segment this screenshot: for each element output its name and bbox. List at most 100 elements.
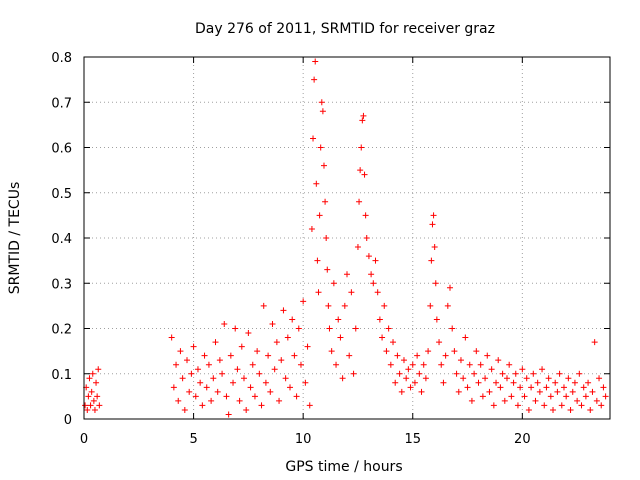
data-point: [243, 406, 250, 413]
data-point: [236, 397, 243, 404]
data-point: [379, 334, 386, 341]
data-point: [260, 302, 267, 309]
data-point: [88, 388, 95, 395]
data-point: [512, 370, 519, 377]
data-point: [556, 370, 563, 377]
data-point: [357, 167, 364, 174]
data-point: [596, 375, 603, 382]
data-point: [460, 375, 467, 382]
data-point: [175, 397, 182, 404]
data-point: [265, 352, 272, 359]
data-point: [574, 397, 581, 404]
data-point: [455, 388, 462, 395]
data-points: [82, 58, 609, 418]
data-point: [600, 384, 607, 391]
data-point: [186, 388, 193, 395]
data-point: [475, 379, 482, 386]
data-point: [251, 393, 258, 400]
data-point: [497, 384, 504, 391]
data-point: [418, 388, 425, 395]
data-point: [560, 384, 567, 391]
data-point: [95, 366, 102, 373]
data-point: [360, 112, 367, 119]
data-point: [339, 375, 346, 382]
data-point: [359, 117, 366, 124]
data-point: [330, 280, 337, 287]
data-point: [602, 393, 609, 400]
data-point: [598, 402, 605, 409]
data-point: [170, 384, 177, 391]
data-point: [319, 108, 326, 115]
data-point: [539, 366, 546, 373]
data-point: [230, 379, 237, 386]
data-point: [247, 384, 254, 391]
y-axis-label: SRMTID / TECUs: [7, 182, 23, 295]
data-point: [317, 144, 324, 151]
data-point: [442, 352, 449, 359]
data-point: [225, 411, 232, 418]
data-point: [254, 348, 261, 355]
data-point: [466, 361, 473, 368]
data-point: [591, 339, 598, 346]
data-point: [565, 375, 572, 382]
data-point: [495, 357, 502, 364]
y-tick-label: 0.8: [51, 51, 72, 66]
data-point: [477, 361, 484, 368]
data-point: [325, 302, 332, 309]
data-point: [86, 375, 93, 382]
data-point: [326, 325, 333, 332]
data-point: [521, 393, 528, 400]
data-point: [550, 406, 557, 413]
data-point: [403, 375, 410, 382]
data-point: [221, 320, 228, 327]
data-point: [422, 375, 429, 382]
data-point: [96, 402, 103, 409]
data-point: [433, 316, 440, 323]
data-point: [545, 375, 552, 382]
data-point: [543, 384, 550, 391]
data-point: [447, 284, 454, 291]
data-point: [192, 393, 199, 400]
data-point: [197, 379, 204, 386]
data-point: [372, 257, 379, 264]
data-point: [486, 388, 493, 395]
data-point: [440, 379, 447, 386]
x-tick-labels: 0 5 10 15 20: [80, 432, 531, 447]
data-point: [238, 343, 245, 350]
y-tick-label: 0.1: [51, 368, 72, 383]
data-point: [82, 402, 89, 409]
data-point: [344, 271, 350, 278]
data-point: [407, 384, 414, 391]
data-point: [376, 316, 383, 323]
data-point: [311, 76, 318, 83]
data-point: [519, 366, 526, 373]
data-point: [269, 320, 276, 327]
data-point: [370, 280, 377, 287]
data-point: [449, 325, 456, 332]
data-point: [571, 379, 578, 386]
data-point: [578, 402, 585, 409]
data-point: [569, 388, 576, 395]
data-point: [223, 393, 230, 400]
data-point: [181, 406, 188, 413]
x-tick-label: 10: [295, 432, 312, 447]
data-point: [249, 361, 256, 368]
data-point: [547, 393, 554, 400]
data-point: [313, 180, 320, 187]
data-point: [517, 384, 524, 391]
data-point: [563, 393, 570, 400]
data-point: [318, 99, 325, 106]
x-tick-label: 20: [514, 432, 531, 447]
data-point: [308, 225, 315, 232]
data-point: [316, 212, 323, 219]
data-point: [532, 397, 539, 404]
y-tick-label: 0.3: [51, 277, 72, 292]
data-point: [390, 339, 397, 346]
data-point: [302, 379, 309, 386]
data-point: [89, 370, 96, 377]
data-point: [453, 370, 460, 377]
data-point: [392, 379, 399, 386]
data-point: [310, 135, 317, 142]
data-point: [219, 370, 226, 377]
